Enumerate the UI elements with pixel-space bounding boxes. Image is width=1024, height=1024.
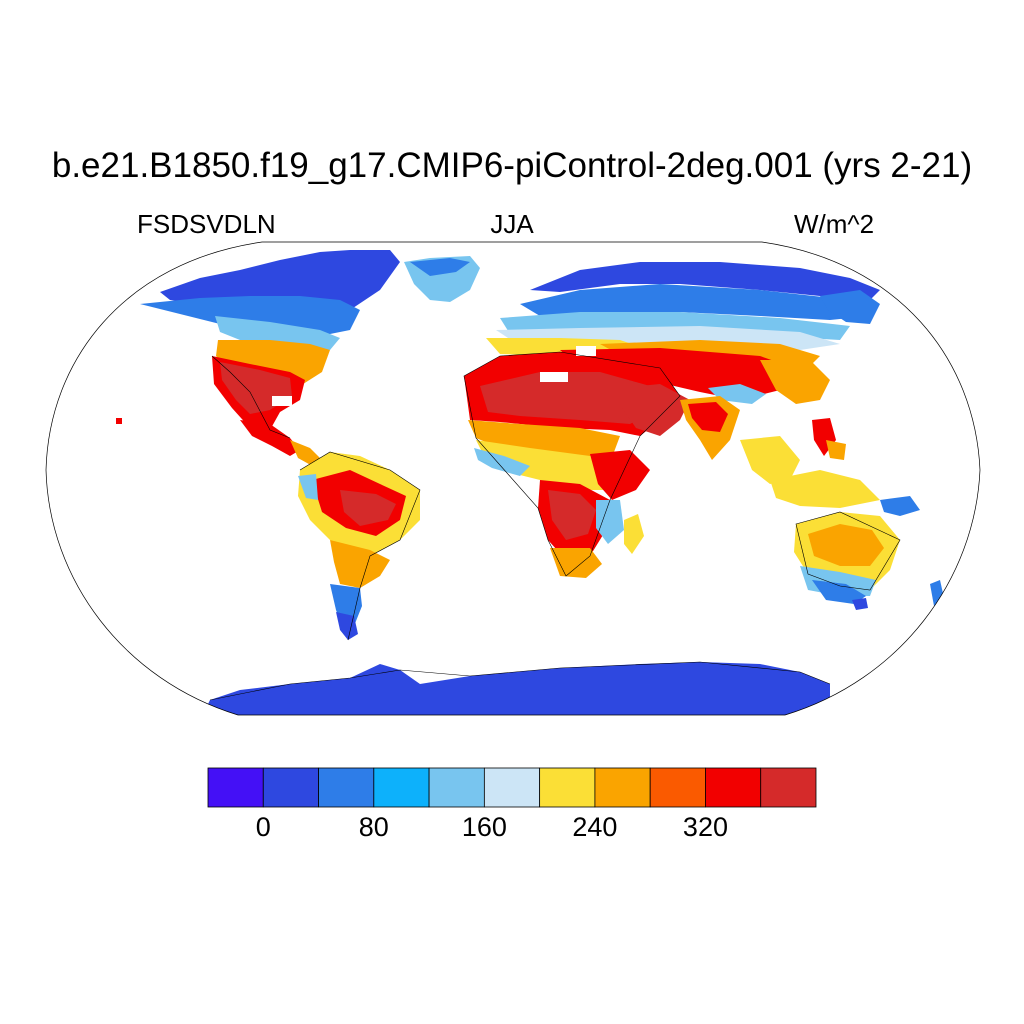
sahara-gap-cells (540, 372, 568, 382)
colorbar-swatch (539, 767, 596, 808)
colorbar-swatch (207, 767, 264, 808)
maritime-yellow (770, 470, 880, 508)
coastlines (209, 351, 901, 701)
canada-lightblue-band (215, 316, 340, 350)
madagascar (624, 514, 644, 554)
antarctica-region (200, 662, 830, 715)
new-guinea (880, 496, 920, 516)
arctic-canada-band (160, 250, 400, 310)
east-asia-orange (760, 360, 830, 404)
south-america-mid (330, 540, 390, 588)
australia-south-dark (812, 580, 866, 604)
mexico-region (240, 420, 300, 456)
variable-label: FSDSVDLN (137, 209, 276, 239)
amazon-dark-region (340, 490, 396, 526)
southern-africa-dark (548, 490, 596, 540)
india-red (688, 402, 728, 432)
east-africa-lightblue (596, 500, 624, 544)
colorbar-swatch (262, 767, 319, 808)
siberia-dark-band (530, 262, 880, 300)
east-africa-red (590, 450, 650, 500)
andes-blue (298, 474, 318, 500)
sahara-gap-cells-2 (576, 346, 596, 356)
colorbar-swatch (760, 767, 817, 808)
taiwan-orange (826, 440, 846, 460)
colorbar-swatch (483, 767, 541, 808)
colorbar-tick-label: 240 (572, 812, 618, 842)
hawaii-cell (116, 418, 122, 424)
gulf-gap-cells (272, 396, 292, 406)
plot-title: b.e21.B1850.f19_g17.CMIP6-piControl-2deg… (51, 146, 973, 185)
colorbar-swatch (428, 767, 485, 808)
central-africa-yellow (476, 440, 620, 490)
colorbar-swatch (594, 767, 651, 808)
guinea-blue (474, 448, 530, 476)
sahara-dark-region (480, 372, 660, 424)
eurasia-blue-band (520, 284, 870, 320)
kamchatka (820, 290, 880, 324)
land-field-layer (116, 250, 944, 715)
australia-orange (808, 524, 884, 566)
season-label: JJA (490, 209, 534, 239)
arabia-dark (620, 384, 690, 436)
indochina-yellow (740, 436, 800, 484)
colorbar (207, 767, 817, 808)
southern-africa-tip (550, 548, 602, 578)
colorbar-tick-label: 160 (461, 812, 507, 842)
globe-outline (45, 241, 981, 716)
colorbar-swatch (649, 767, 706, 808)
canada-blue-band (140, 296, 360, 336)
patagonia (336, 612, 358, 640)
greenland-cap (410, 258, 470, 276)
units-label: W/m^2 (794, 209, 875, 239)
colorbar-swatch (373, 767, 430, 808)
tasmania (852, 598, 868, 610)
colorbar-tick-label: 80 (358, 812, 389, 842)
colorbar-tick-label: 320 (682, 812, 728, 842)
colorbar-tick-labels: 0 80 160 240 320 (0, 812, 1024, 852)
colorbar-swatch (705, 767, 762, 808)
colorbar-tick-label: 0 (255, 812, 271, 842)
colorbar-swatch (318, 767, 375, 808)
